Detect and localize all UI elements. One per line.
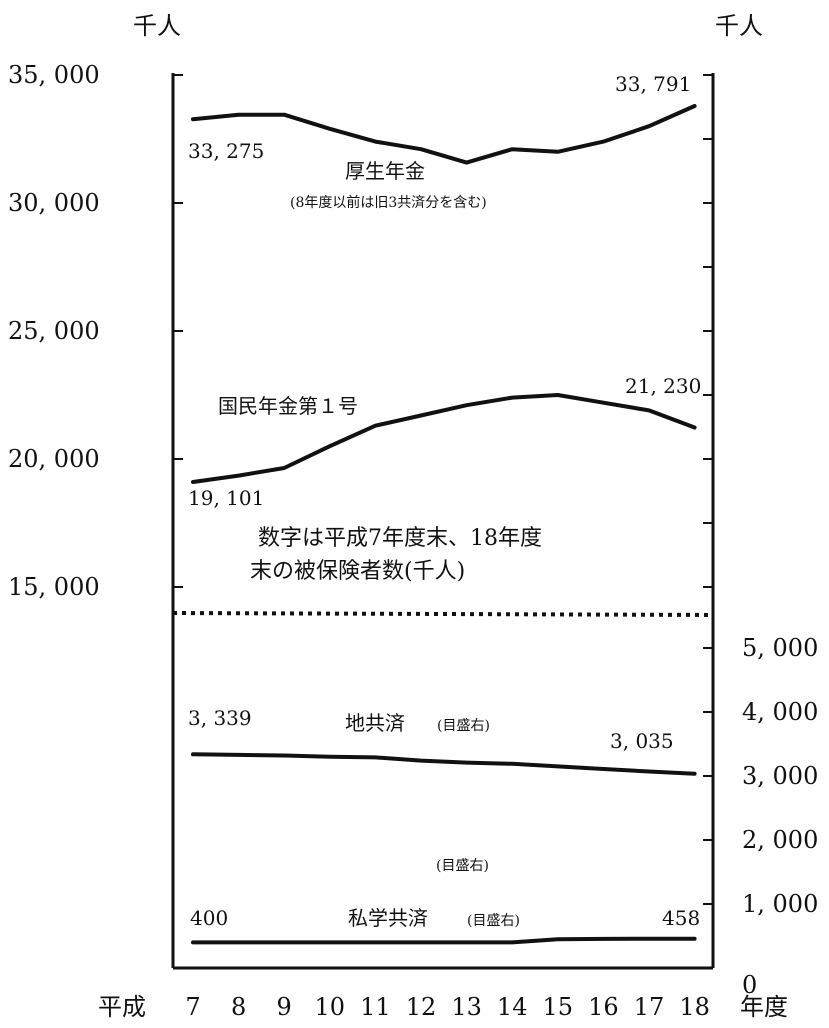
series-lines — [191, 104, 697, 945]
series-line-3 — [191, 936, 697, 945]
value-label-shigaku-end: 458 — [662, 906, 700, 930]
value-label-kokumin-end: 21, 230 — [625, 374, 701, 398]
x-axis-prefix: 平成 — [98, 993, 146, 1021]
scale-divider — [172, 611, 714, 617]
left-tick-label: 15, 000 — [8, 573, 100, 601]
series-label-kokumin: 国民年金第１号 — [218, 394, 358, 418]
value-label-kokumin-start: 19, 101 — [188, 486, 264, 510]
annotation-line-2: 末の被保険者数(千人) — [250, 559, 465, 584]
series-label-shigaku: 私学共済 — [348, 906, 428, 930]
right-axis-unit: 千人 — [715, 12, 763, 40]
x-tick-label: 9 — [277, 993, 292, 1021]
left-tick-label: 30, 000 — [8, 189, 100, 217]
x-tick-label: 7 — [185, 993, 200, 1021]
right-tick-label: 1, 000 — [742, 890, 818, 918]
series-line-0 — [191, 104, 697, 165]
x-tick-label: 16 — [588, 993, 619, 1021]
x-tick-label: 17 — [634, 993, 665, 1021]
right-tick-label: 5, 000 — [742, 634, 818, 662]
left-tick-label: 25, 000 — [8, 317, 100, 345]
right-tick-label: 2, 000 — [742, 826, 818, 854]
right-axis-ticks: 5, 000 4, 000 3, 000 2, 000 1, 000 0 — [703, 634, 818, 999]
value-label-kosei-start: 33, 275 — [188, 139, 264, 163]
series-label-kosei: 厚生年金 — [345, 159, 425, 183]
value-label-shigaku-start: 400 — [190, 906, 228, 930]
series-axis-note-shigaku: (目盛右) — [467, 913, 520, 929]
x-tick-label: 13 — [451, 993, 482, 1021]
x-tick-label: 15 — [543, 993, 574, 1021]
extra-axis-note: (目盛右) — [436, 858, 489, 874]
right-tick-label: 3, 000 — [742, 762, 818, 790]
series-label-chikyosai: 地共済 — [345, 711, 405, 735]
right-tick-label: 4, 000 — [742, 698, 818, 726]
left-axis-ticks: 35, 000 30, 000 25, 000 20, 000 15, 000 — [8, 61, 183, 601]
x-tick-label: 18 — [679, 993, 710, 1021]
x-tick-label: 11 — [360, 993, 391, 1021]
x-tick-label: 12 — [406, 993, 437, 1021]
left-tick-label: 35, 000 — [8, 61, 100, 89]
right-tick-label: 0 — [742, 971, 757, 999]
x-axis-suffix: 年度 — [740, 993, 788, 1021]
left-tick-label: 20, 000 — [8, 445, 100, 473]
x-tick-label: 8 — [231, 993, 246, 1021]
series-sublabel-kosei: (8年度以前は旧3共済分を含む) — [290, 194, 487, 211]
minor-axis-ticks — [703, 74, 713, 588]
value-label-chikyosai-start: 3, 339 — [188, 706, 252, 730]
series-line-2 — [191, 752, 697, 776]
annotation-line-1: 数字は平成7年度末、18年度 — [258, 526, 542, 551]
x-tick-label: 10 — [315, 993, 346, 1021]
value-label-kosei-end: 33, 791 — [615, 72, 691, 96]
series-line-1 — [191, 393, 697, 484]
value-label-chikyosai-end: 3, 035 — [610, 729, 674, 753]
x-axis-tick-labels: 7 8 9 10 11 12 13 14 15 16 17 18 — [185, 993, 710, 1021]
left-axis-unit: 千人 — [133, 12, 181, 40]
x-tick-label: 14 — [497, 993, 528, 1021]
series-axis-note-chikyosai: (目盛右) — [437, 718, 490, 734]
